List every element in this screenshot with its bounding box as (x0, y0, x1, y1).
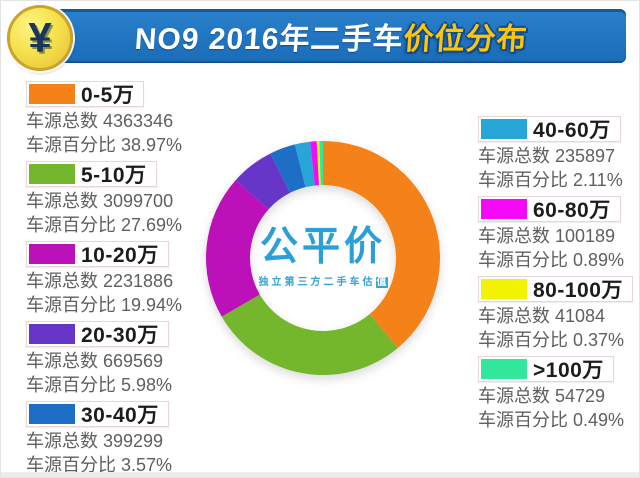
donut-chart (205, 141, 440, 375)
donut-segment-30-40万 (270, 144, 306, 193)
legend-key: >100万 (478, 356, 614, 382)
legend-label: 0-5万 (81, 84, 135, 107)
legend-count-line: 车源总数 399299 (26, 431, 164, 451)
donut-segment-10-20万 (205, 180, 269, 317)
page-title-main: NO9 2016年二手车 (133, 23, 405, 56)
donut-segment-80-100万 (316, 141, 321, 186)
legend-percent-line: 车源百分比 38.97% (26, 135, 183, 155)
legend-count-line: 车源总数 4363346 (26, 111, 174, 131)
legend-swatch (481, 199, 527, 219)
legend-percent-line: 车源百分比 2.11% (478, 170, 623, 190)
legend-percent-line: 车源百分比 3.57% (26, 455, 173, 475)
legend-label: 60-80万 (533, 199, 611, 222)
legend-item->100万: >100万车源总数 54729 车源百分比 0.49% (478, 356, 639, 432)
legend-key: 0-5万 (26, 81, 145, 107)
legend-count-line: 车源总数 2231886 (26, 271, 174, 291)
legend-label: 10-20万 (81, 244, 159, 267)
legend-swatch (481, 359, 527, 379)
legend-item-20-30万: 20-30万车源总数 669569 车源百分比 5.98% (26, 321, 201, 397)
legend-label: >100万 (533, 359, 604, 382)
donut-segment-5-10万 (221, 294, 398, 375)
legend-percent-line: 车源百分比 27.69% (26, 215, 183, 235)
legend-key: 10-20万 (26, 241, 169, 267)
legend-percent-line: 车源百分比 19.94% (26, 295, 183, 315)
legend-percent-line: 车源百分比 0.89% (478, 250, 625, 270)
legend-swatch (29, 164, 75, 184)
page-title-accent: 价位分布 (402, 23, 529, 56)
legend-count-line: 车源总数 3099700 (26, 191, 174, 211)
legend-item-0-5万: 0-5万车源总数 4363346 车源百分比 38.97% (26, 81, 201, 157)
legend-count-line: 车源总数 669569 (26, 351, 164, 371)
legend-swatch (481, 279, 527, 299)
legend-percent-line: 车源百分比 5.98% (26, 375, 173, 395)
legend-item-5-10万: 5-10万车源总数 3099700 车源百分比 27.69% (26, 161, 201, 237)
donut-segment-60-80万 (310, 141, 320, 186)
legend-swatch (29, 244, 75, 264)
header-bar: NO9 2016年二手车价位分布 (37, 9, 626, 63)
legend-item-60-80万: 60-80万车源总数 100189 车源百分比 0.89% (478, 196, 639, 272)
legend-key: 40-60万 (478, 116, 621, 142)
legend-count-line: 车源总数 235897 (478, 146, 616, 166)
legend-key: 20-30万 (26, 321, 169, 347)
legend-label: 5-10万 (81, 164, 147, 187)
legend-label: 30-40万 (81, 404, 159, 427)
yuan-symbol-icon: ¥ (28, 14, 52, 61)
legend-key: 80-100万 (478, 276, 633, 302)
legend-label: 40-60万 (533, 119, 611, 142)
legend-swatch (29, 404, 75, 424)
legend-percent-line: 车源百分比 0.49% (478, 410, 625, 430)
legend-count-line: 车源总数 100189 (478, 226, 616, 246)
donut-segment->100万 (319, 141, 323, 186)
legend-column-right: 40-60万车源总数 235897 车源百分比 2.11% 60-80万车源总数 1… (478, 116, 639, 432)
legend-count-line: 车源总数 54729 (478, 386, 606, 406)
donut-segment-20-30万 (235, 153, 291, 210)
legend-label: 20-30万 (81, 324, 159, 347)
legend-key: 30-40万 (26, 401, 169, 427)
legend-key: 5-10万 (26, 161, 157, 187)
legend-column-left: 0-5万车源总数 4363346 车源百分比 38.97% 5-10万车源总数 30… (26, 81, 201, 477)
bottom-edge-strip (1, 472, 639, 477)
legend-item-40-60万: 40-60万车源总数 235897 车源百分比 2.11% (478, 116, 639, 192)
donut-segment-0-5万 (323, 141, 440, 348)
legend-percent-line: 车源百分比 0.37% (478, 330, 625, 350)
legend-item-30-40万: 30-40万车源总数 399299 车源百分比 3.57% (26, 401, 201, 477)
donut-segment-40-60万 (294, 141, 315, 188)
legend-item-80-100万: 80-100万车源总数 41084 车源百分比 0.37% (478, 276, 639, 352)
legend-label: 80-100万 (533, 279, 623, 302)
legend-key: 60-80万 (478, 196, 621, 222)
coin-icon: ¥ (7, 5, 73, 71)
legend-swatch (29, 324, 75, 344)
legend-swatch (481, 119, 527, 139)
page-title: NO9 2016年二手车价位分布 (134, 14, 530, 58)
legend-swatch (29, 84, 75, 104)
legend-count-line: 车源总数 41084 (478, 306, 606, 326)
legend-item-10-20万: 10-20万车源总数 2231886 车源百分比 19.94% (26, 241, 201, 317)
